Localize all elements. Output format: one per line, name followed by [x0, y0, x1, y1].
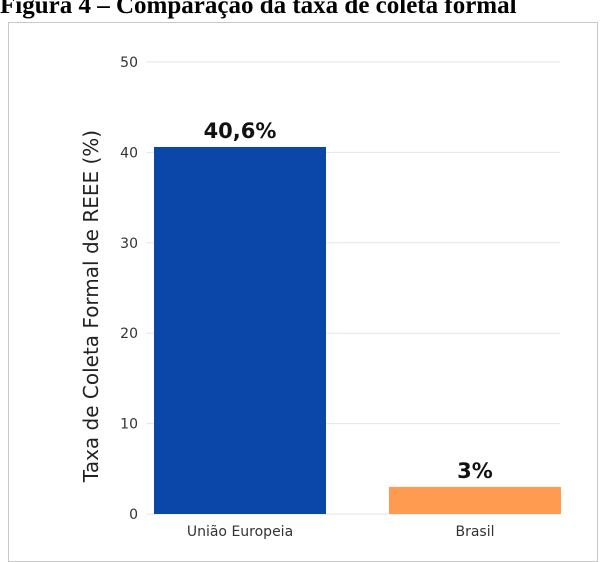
- y-tick-label: 30: [120, 236, 138, 252]
- x-axis-categories: União Europeia Brasil: [187, 524, 495, 540]
- category-label-1: Brasil: [455, 524, 494, 540]
- bar-1: [389, 486, 561, 514]
- y-axis-ticks: 0 10 20 30 40 50: [120, 55, 138, 523]
- y-tick-label: 10: [120, 417, 138, 433]
- category-label-0: União Europeia: [187, 524, 293, 540]
- y-tick-label: 50: [120, 55, 138, 71]
- bars: [154, 146, 561, 514]
- y-tick-label: 20: [120, 326, 138, 342]
- y-tick-label: 0: [129, 507, 138, 523]
- data-label-1: 3%: [457, 459, 493, 483]
- data-label-0: 40,6%: [204, 119, 277, 143]
- y-axis-label: Taxa de Coleta Formal de REEE (%): [79, 130, 103, 483]
- bar-0: [154, 146, 326, 514]
- y-tick-label: 40: [120, 145, 138, 161]
- data-labels: 40,6% 3%: [204, 119, 493, 483]
- figure-caption: Figura 4 – Comparação da taxa de coleta …: [0, 0, 517, 19]
